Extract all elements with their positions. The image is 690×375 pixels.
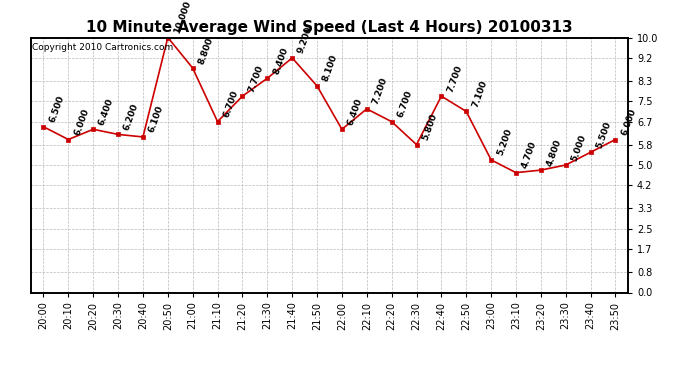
- Text: 7.200: 7.200: [371, 76, 389, 106]
- Text: 5.500: 5.500: [595, 120, 613, 150]
- Text: 10.000: 10.000: [172, 0, 192, 35]
- Text: 7.100: 7.100: [471, 79, 489, 109]
- Text: 6.100: 6.100: [147, 105, 165, 134]
- Text: 4.700: 4.700: [520, 140, 538, 170]
- Text: 8.800: 8.800: [197, 36, 215, 65]
- Text: 4.800: 4.800: [545, 138, 563, 167]
- Text: 5.200: 5.200: [495, 128, 513, 157]
- Text: 8.400: 8.400: [271, 46, 290, 75]
- Text: 6.000: 6.000: [620, 107, 638, 137]
- Text: 6.700: 6.700: [396, 89, 414, 119]
- Text: 6.200: 6.200: [122, 102, 140, 132]
- Text: 6.400: 6.400: [97, 97, 115, 126]
- Title: 10 Minute Average Wind Speed (Last 4 Hours) 20100313: 10 Minute Average Wind Speed (Last 4 Hou…: [86, 20, 573, 35]
- Text: 7.700: 7.700: [246, 64, 265, 93]
- Text: Copyright 2010 Cartronics.com: Copyright 2010 Cartronics.com: [32, 43, 173, 52]
- Text: 9.200: 9.200: [296, 26, 315, 55]
- Text: 6.400: 6.400: [346, 97, 364, 126]
- Text: 5.000: 5.000: [570, 133, 588, 162]
- Text: 6.700: 6.700: [221, 89, 240, 119]
- Text: 6.500: 6.500: [48, 94, 66, 124]
- Text: 7.700: 7.700: [446, 64, 464, 93]
- Text: 5.800: 5.800: [421, 112, 439, 142]
- Text: 8.100: 8.100: [322, 54, 339, 83]
- Text: 6.000: 6.000: [72, 107, 90, 137]
